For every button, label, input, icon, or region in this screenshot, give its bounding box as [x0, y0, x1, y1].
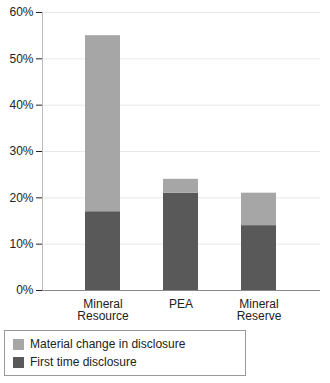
- html-text:Material change in disclosure: Material change in disclosure: [30, 337, 186, 351]
- svg-text:0%: 0%: [16, 283, 34, 297]
- svg-text:20%: 20%: [9, 191, 33, 205]
- svg-text:60%: 60%: [9, 5, 33, 19]
- svg-text:MineralResource: MineralResource: [77, 297, 129, 323]
- svg-text:MineralReserve: MineralReserve: [237, 297, 282, 323]
- svg-text:50%: 50%: [9, 52, 33, 66]
- svg-text:10%: 10%: [9, 237, 33, 251]
- svg-text:PEA: PEA: [169, 297, 193, 311]
- svg-text:40%: 40%: [9, 98, 33, 112]
- svg-text:30%: 30%: [9, 144, 33, 158]
- html-text:First time disclosure: First time disclosure: [30, 355, 137, 369]
